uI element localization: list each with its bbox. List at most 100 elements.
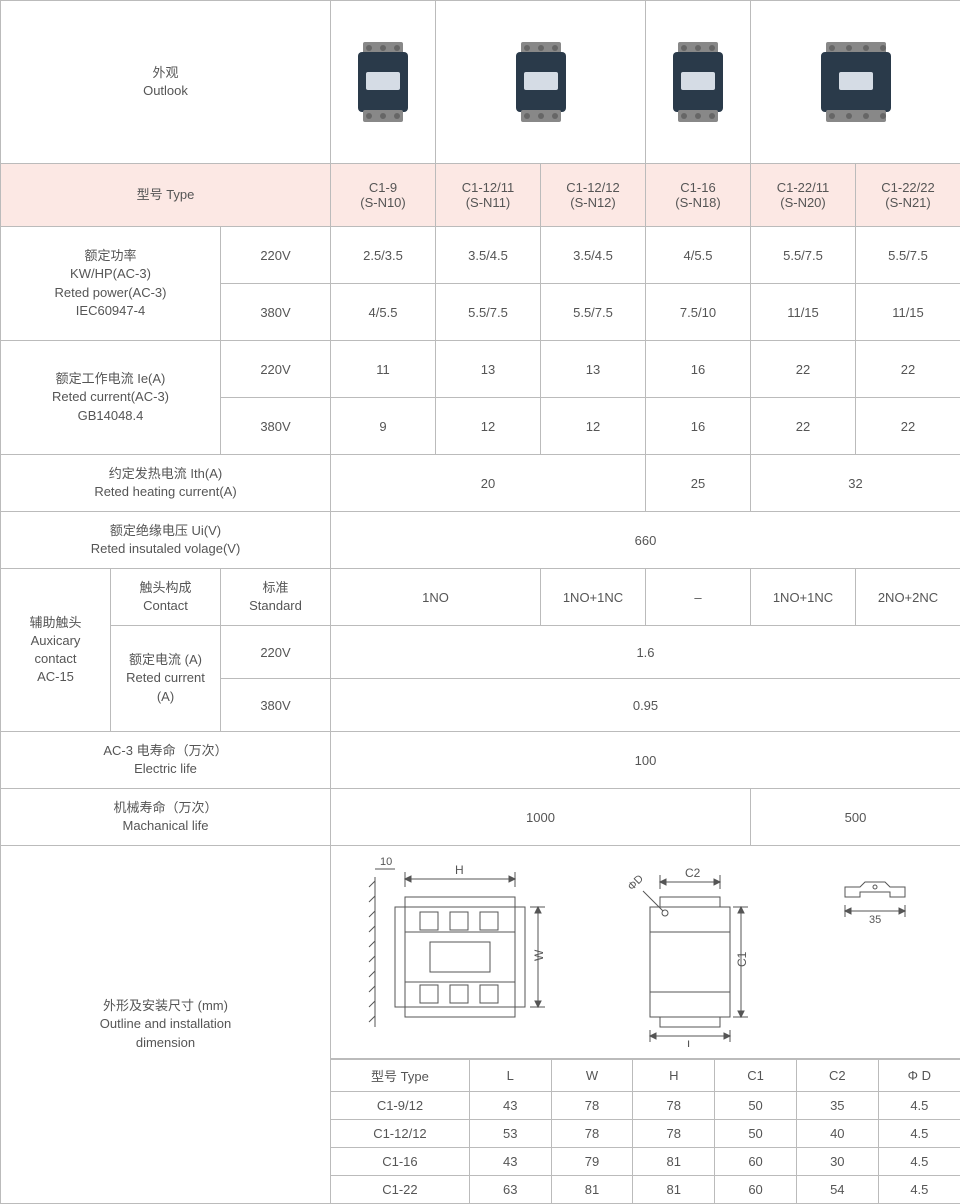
rc-220-label: 220V — [221, 341, 331, 398]
dim-row-0: C1-9/1243787850354.5 — [331, 1092, 960, 1120]
dim-cell-1-2: 78 — [551, 1120, 633, 1148]
rp-380-0: 4/5.5 — [331, 284, 436, 341]
ac-380-label: 380V — [221, 679, 331, 732]
type-2: C1-12/12(S-N12) — [541, 164, 646, 227]
heating-c: 32 — [751, 455, 960, 512]
dim-row-1: C1-12/1253787850404.5 — [331, 1120, 960, 1148]
dim-cell-0-0: C1-9/12 — [331, 1092, 469, 1120]
dimension-table-cell: 型号 TypeLWHC1C2Φ DC1-9/1243787850354.5C1-… — [331, 1059, 960, 1204]
insulation-value: 660 — [331, 512, 960, 569]
rp-380-1: 5.5/7.5 — [436, 284, 541, 341]
dimension-label: 外形及安装尺寸 (mm)Outline and installationdime… — [1, 846, 331, 1204]
contact-e: 2NO+2NC — [856, 569, 960, 626]
dim-cell-3-1: 63 — [469, 1176, 551, 1204]
contact-a: 1NO — [331, 569, 541, 626]
rated-power-220-row: 额定功率KW/HP(AC-3)Reted power(AC-3)IEC60947… — [1, 227, 960, 284]
rc-220-0: 11 — [331, 341, 436, 398]
rc-380-label: 380V — [221, 398, 331, 455]
standard-label: 标准Standard — [221, 569, 331, 626]
aux-current-220-row: 额定电流 (A)Reted current(A) 220V 1.6 — [1, 626, 960, 679]
rc-220-2: 13 — [541, 341, 646, 398]
product-image-4 — [751, 1, 960, 164]
dim-row-3: C1-2263818160544.5 — [331, 1176, 960, 1204]
dim-cell-2-0: C1-16 — [331, 1148, 469, 1176]
rp-380-3: 7.5/10 — [646, 284, 751, 341]
rated-current-220-row: 额定工作电流 Ie(A)Reted current(AC-3)GB14048.4… — [1, 341, 960, 398]
type-label: 型号 Type — [1, 164, 331, 227]
dim-cell-3-4: 60 — [715, 1176, 797, 1204]
mech-life-label: 机械寿命（万次）Machanical life — [1, 789, 331, 846]
dim-cell-3-3: 81 — [633, 1176, 715, 1204]
electric-life-value: 100 — [331, 732, 960, 789]
dim-cell-1-4: 50 — [715, 1120, 797, 1148]
product-image-3 — [646, 1, 751, 164]
dim-cell-2-2: 79 — [551, 1148, 633, 1176]
heating-label: 约定发热电流 Ith(A)Reted heating current(A) — [1, 455, 331, 512]
dim-cell-3-2: 81 — [551, 1176, 633, 1204]
contact-d: 1NO+1NC — [751, 569, 856, 626]
ac-380-value: 0.95 — [331, 679, 960, 732]
aux-current-label: 额定电流 (A)Reted current(A) — [111, 626, 221, 732]
dim-header-3: H — [633, 1060, 715, 1092]
dim-header-row: 型号 TypeLWHC1C2Φ D — [331, 1060, 960, 1092]
rc-220-5: 22 — [856, 341, 960, 398]
rated-current-label: 额定工作电流 Ie(A)Reted current(AC-3)GB14048.4 — [1, 341, 221, 455]
dim-header-5: C2 — [796, 1060, 878, 1092]
mech-life-a: 1000 — [331, 789, 751, 846]
rp-380-5: 11/15 — [856, 284, 960, 341]
svg-text:ΦD: ΦD — [626, 873, 646, 893]
dim-cell-0-4: 50 — [715, 1092, 797, 1120]
rp-220-3: 4/5.5 — [646, 227, 751, 284]
dimension-inner-table: 型号 TypeLWHC1C2Φ DC1-9/1243787850354.5C1-… — [331, 1059, 960, 1203]
rp-220-2: 3.5/4.5 — [541, 227, 646, 284]
contact-label: 触头构成Contact — [111, 569, 221, 626]
svg-text:C2: C2 — [685, 866, 701, 880]
dim-header-2: W — [551, 1060, 633, 1092]
dim-cell-1-5: 40 — [796, 1120, 878, 1148]
dim-cell-3-6: 4.5 — [878, 1176, 960, 1204]
rc-380-5: 22 — [856, 398, 960, 455]
dim-cell-0-3: 78 — [633, 1092, 715, 1120]
type-5: C1-22/22(S-N21) — [856, 164, 960, 227]
dimension-diagrams: 10 H — [331, 846, 960, 1059]
insulation-row: 额定绝缘电压 Ui(V)Reted insutaled volage(V) 66… — [1, 512, 960, 569]
rp-220-4: 5.5/7.5 — [751, 227, 856, 284]
mech-life-b: 500 — [751, 789, 960, 846]
dim-cell-2-3: 81 — [633, 1148, 715, 1176]
electric-life-label: AC-3 电寿命（万次）Electric life — [1, 732, 331, 789]
svg-text:H: H — [455, 863, 464, 877]
rp-380-2: 5.5/7.5 — [541, 284, 646, 341]
heating-a: 20 — [331, 455, 646, 512]
svg-text:35: 35 — [869, 914, 881, 926]
rated-power-label: 额定功率KW/HP(AC-3)Reted power(AC-3)IEC60947… — [1, 227, 221, 341]
contact-b: 1NO+1NC — [541, 569, 646, 626]
dim-cell-0-1: 43 — [469, 1092, 551, 1120]
rp-220-label: 220V — [221, 227, 331, 284]
rc-380-4: 22 — [751, 398, 856, 455]
dim-cell-1-6: 4.5 — [878, 1120, 960, 1148]
outlook-label: 外观Outlook — [1, 1, 331, 164]
type-1: C1-12/11(S-N11) — [436, 164, 541, 227]
rp-220-0: 2.5/3.5 — [331, 227, 436, 284]
dimension-diagram-row: 外形及安装尺寸 (mm)Outline and installationdime… — [1, 846, 960, 1059]
rp-220-1: 3.5/4.5 — [436, 227, 541, 284]
dim-row-2: C1-1643798160304.5 — [331, 1148, 960, 1176]
rp-220-5: 5.5/7.5 — [856, 227, 960, 284]
rc-380-3: 16 — [646, 398, 751, 455]
dim-header-4: C1 — [715, 1060, 797, 1092]
spec-table: 外观Outlook 型号 Type — [0, 0, 960, 1204]
dim-cell-0-2: 78 — [551, 1092, 633, 1120]
ac-220-value: 1.6 — [331, 626, 960, 679]
heating-b: 25 — [646, 455, 751, 512]
rc-380-1: 12 — [436, 398, 541, 455]
product-image-2 — [436, 1, 646, 164]
product-image-1 — [331, 1, 436, 164]
rc-220-4: 22 — [751, 341, 856, 398]
rp-380-4: 11/15 — [751, 284, 856, 341]
insulation-label: 额定绝缘电压 Ui(V)Reted insutaled volage(V) — [1, 512, 331, 569]
dim-cell-1-1: 53 — [469, 1120, 551, 1148]
electric-life-row: AC-3 电寿命（万次）Electric life 100 — [1, 732, 960, 789]
type-4: C1-22/11(S-N20) — [751, 164, 856, 227]
svg-text:W: W — [532, 949, 546, 961]
dim-cell-2-4: 60 — [715, 1148, 797, 1176]
